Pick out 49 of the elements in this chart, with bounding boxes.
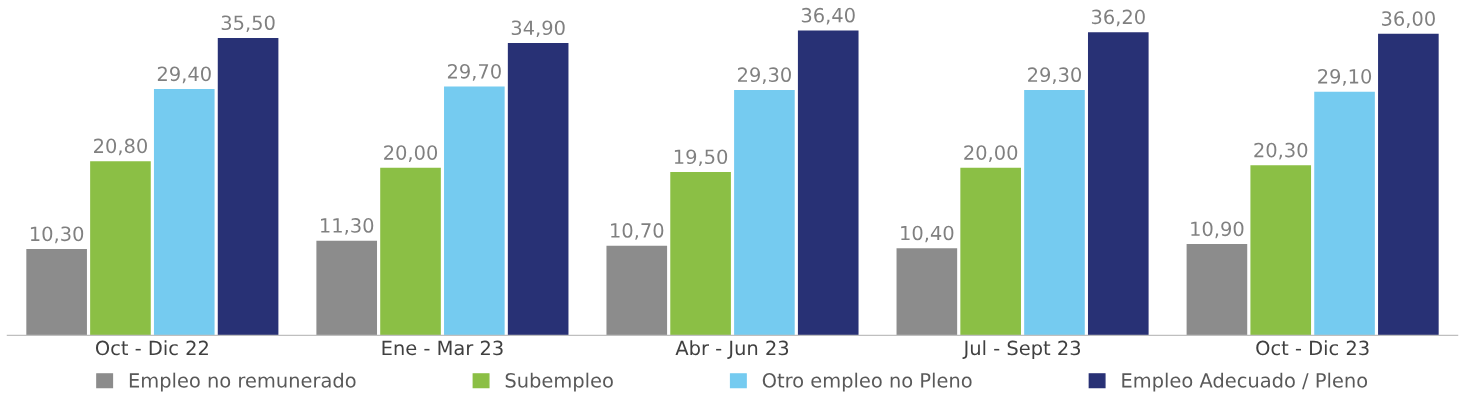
- data-label: 36,20: [1091, 9, 1145, 27]
- data-label: 29,30: [1028, 67, 1082, 85]
- data-label: 29,30: [738, 67, 791, 85]
- legend-label: Empleo no remunerado: [129, 372, 356, 392]
- data-label: 20,30: [1254, 142, 1308, 160]
- x-tick-label: Jul - Sept 23: [962, 340, 1081, 360]
- bar: [444, 86, 505, 336]
- bar: [1250, 165, 1312, 336]
- bar: [1186, 244, 1248, 336]
- bar: [670, 172, 731, 336]
- x-tick-label: Oct - Dic 22: [95, 340, 208, 356]
- bar: [153, 89, 215, 336]
- bar: [1378, 33, 1439, 336]
- bar: [26, 249, 87, 336]
- legend-label: Empleo Adecuado / Pleno: [1122, 372, 1368, 392]
- data-label: 20,00: [964, 145, 1018, 162]
- data-label: 20,80: [94, 138, 147, 156]
- data-label: 10,30: [30, 226, 84, 244]
- data-label: 10,40: [901, 225, 954, 243]
- bar: [217, 38, 279, 336]
- x-tick-label: Oct - Dic 23: [1256, 340, 1369, 356]
- bar: [797, 30, 859, 336]
- bar: [896, 248, 958, 336]
- bar: [90, 161, 151, 336]
- legend-label: Otro empleo no Pleno: [762, 372, 972, 392]
- data-label: 29,40: [157, 66, 211, 84]
- bar: [734, 89, 795, 336]
- data-label: 36,00: [1382, 11, 1435, 28]
- data-label: 29,70: [447, 63, 501, 81]
- x-tick-label: Ene - Mar 23: [382, 340, 503, 356]
- data-label: 34,90: [511, 20, 565, 38]
- data-label: 35,50: [221, 15, 275, 33]
- bar: [960, 167, 1021, 336]
- data-label: 19,50: [674, 149, 728, 167]
- bar: [1314, 91, 1375, 336]
- bar: [606, 245, 668, 336]
- bar: [1024, 89, 1085, 336]
- legend-label: Subempleo: [505, 372, 613, 392]
- bar: [380, 167, 441, 336]
- bar: [1087, 32, 1149, 336]
- data-label: 10,70: [611, 223, 664, 240]
- bar: [507, 43, 569, 336]
- data-label: 29,10: [1318, 68, 1372, 86]
- bar: [316, 240, 378, 336]
- data-label: 36,40: [801, 7, 855, 25]
- x-tick-label: Abr - Jun 23: [675, 340, 789, 359]
- data-label: 10,90: [1191, 221, 1244, 239]
- data-label: 20,00: [384, 145, 438, 162]
- data-label: 11,30: [321, 218, 374, 235]
